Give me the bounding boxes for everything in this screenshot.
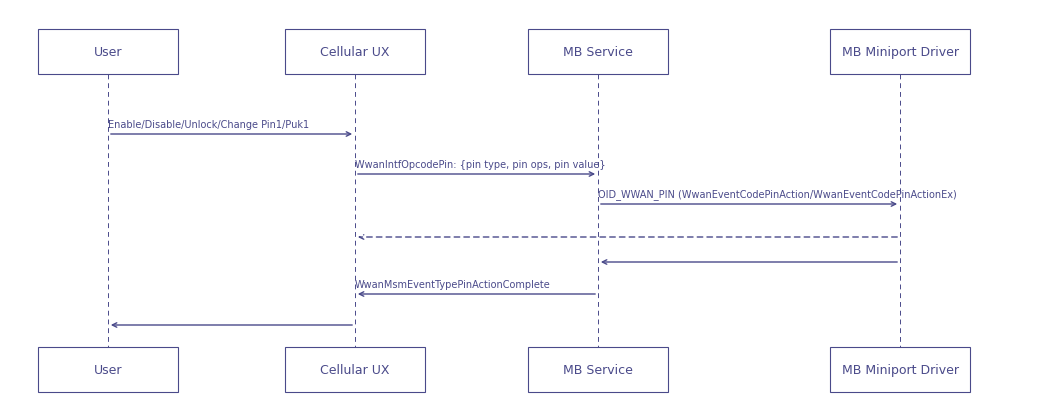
FancyBboxPatch shape	[38, 347, 178, 392]
Text: WwanMsmEventTypePinActionComplete: WwanMsmEventTypePinActionComplete	[355, 279, 551, 289]
Text: MB Miniport Driver: MB Miniport Driver	[842, 363, 958, 376]
Text: User: User	[93, 363, 122, 376]
Text: Enable/Disable/Unlock/Change Pin1/Puk1: Enable/Disable/Unlock/Change Pin1/Puk1	[108, 120, 310, 130]
FancyBboxPatch shape	[528, 347, 668, 392]
FancyBboxPatch shape	[528, 30, 668, 75]
FancyBboxPatch shape	[830, 30, 970, 75]
FancyBboxPatch shape	[285, 347, 425, 392]
FancyBboxPatch shape	[830, 347, 970, 392]
Text: Cellular UX: Cellular UX	[320, 363, 390, 376]
Text: MB Service: MB Service	[563, 363, 633, 376]
Text: MB Miniport Driver: MB Miniport Driver	[842, 46, 958, 59]
FancyBboxPatch shape	[285, 30, 425, 75]
Text: MB Service: MB Service	[563, 46, 633, 59]
FancyBboxPatch shape	[38, 30, 178, 75]
Text: Cellular UX: Cellular UX	[320, 46, 390, 59]
Text: WwanIntfOpcodePin: {pin type, pin ops, pin value}: WwanIntfOpcodePin: {pin type, pin ops, p…	[355, 160, 605, 170]
Text: OID_WWAN_PIN (WwanEventCodePinAction/WwanEventCodePinActionEx): OID_WWAN_PIN (WwanEventCodePinAction/Wwa…	[598, 189, 957, 200]
Text: User: User	[93, 46, 122, 59]
